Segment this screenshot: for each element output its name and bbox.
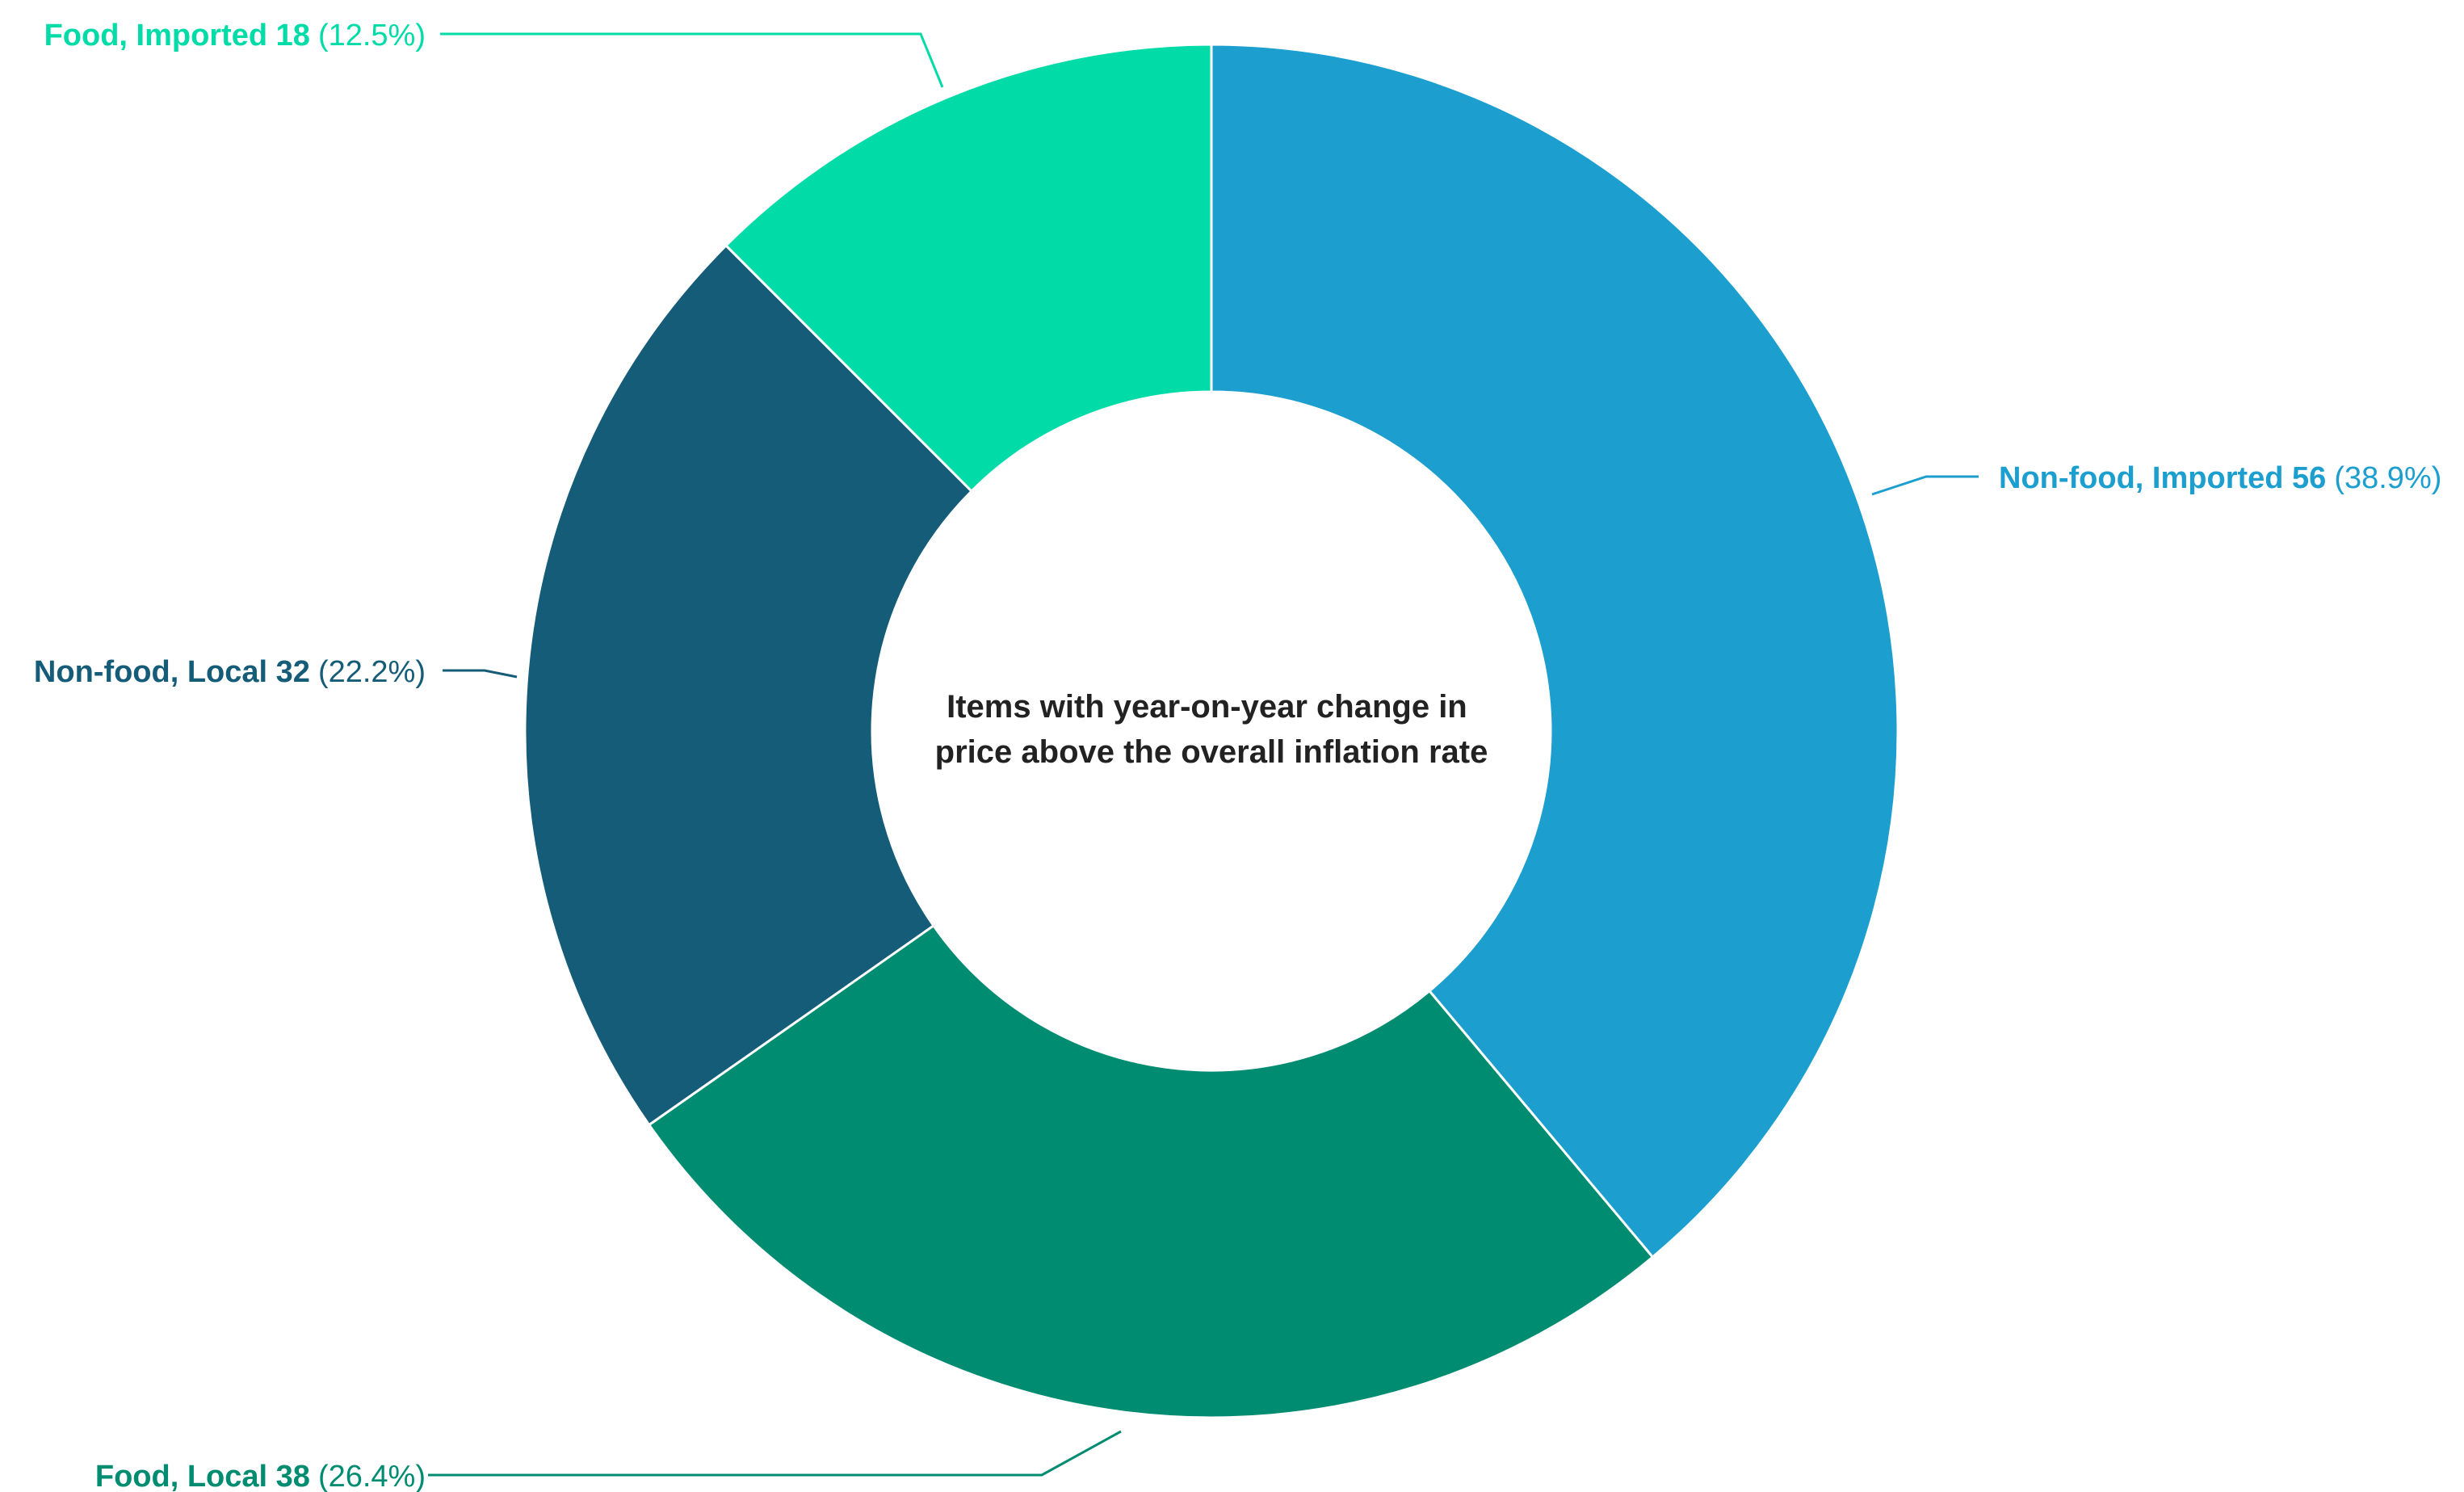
slice-label-name: Non-food, Local xyxy=(34,655,276,689)
slice-label-percent: (12.5%) xyxy=(318,19,426,53)
slice-label-percent: (22.2%) xyxy=(318,655,426,689)
donut-slice-food-local xyxy=(647,923,1655,1419)
slice-label-value: 38 xyxy=(276,1460,310,1492)
leader-line-non-food-imported xyxy=(1871,475,1979,496)
slice-labels-layer: Non-food, Imported 56 (38.9%) Food, Local … xyxy=(34,19,2441,1492)
leader-line-food-local xyxy=(428,1430,1122,1477)
slice-label-name: Food, Local xyxy=(95,1460,276,1492)
leader-line-food-imported xyxy=(440,32,944,88)
center-label-line-2: price above the overall inflation rate xyxy=(935,734,1488,770)
slices-layer xyxy=(523,43,1899,1419)
slice-label-non-food-local: Non-food, Local 32 (22.2%) xyxy=(34,655,426,689)
slice-label-value: 18 xyxy=(276,19,310,53)
donut-slice-food-imported xyxy=(724,43,1213,494)
slice-label-percent: (26.4%) xyxy=(318,1460,426,1492)
slice-label-food-local: Food, Local 38 (26.4%) xyxy=(95,1460,426,1492)
leader-line-non-food-local xyxy=(443,669,518,679)
slice-label-value: 32 xyxy=(276,655,310,689)
slice-label-name: Non-food, Imported xyxy=(1999,461,2292,495)
slice-label-value: 56 xyxy=(2292,461,2326,495)
slice-label-food-imported: Food, Imported 18 (12.5%) xyxy=(44,19,426,53)
leader-lines-layer xyxy=(428,32,1979,1477)
slice-label-name: Food, Imported xyxy=(44,19,276,53)
donut-slice-non-food-imported xyxy=(1210,43,1899,1259)
slice-label-percent: (38.9%) xyxy=(2334,461,2441,495)
center-label-line-1: Items with year-on-year change in xyxy=(947,689,1467,725)
slice-label-non-food-imported: Non-food, Imported 56 (38.9%) xyxy=(1999,461,2441,495)
donut-slice-non-food-local xyxy=(523,243,974,1127)
center-label: Items with year-on-year change in price … xyxy=(935,689,1488,770)
